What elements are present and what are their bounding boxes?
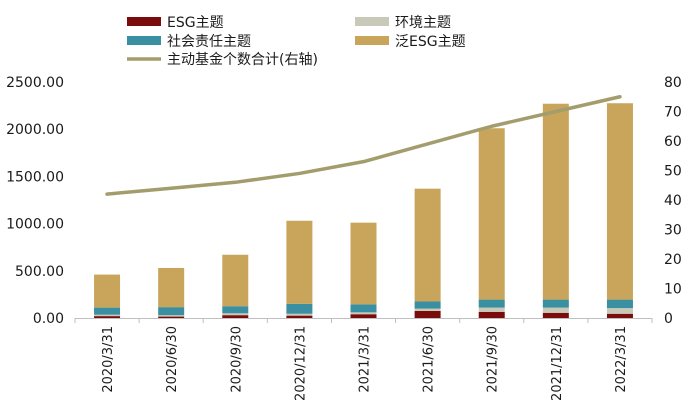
- y-right-tick-label: 30: [664, 223, 682, 239]
- bar-segment: [94, 274, 121, 308]
- bar-segment: [158, 307, 185, 316]
- y-right-tick-label: 20: [664, 252, 682, 268]
- bar-segment: [350, 312, 377, 315]
- legend-swatch: [127, 36, 161, 45]
- line-point: [362, 160, 365, 164]
- bar-segment: [542, 299, 569, 308]
- y-left-tick-label: 500.00: [15, 264, 64, 280]
- line-point: [490, 124, 494, 128]
- legend-swatch: [355, 17, 389, 26]
- line-point: [105, 192, 109, 196]
- y-right-tick-label: 0: [664, 311, 673, 327]
- legend-label: 泛ESG主题: [395, 34, 466, 50]
- bar-segment: [286, 303, 313, 314]
- bar-segment: [414, 310, 441, 318]
- x-tick-label: 2021/6/30: [422, 326, 437, 393]
- x-tick-label: 2020/12/31: [293, 326, 308, 401]
- y-right-tick-label: 10: [664, 282, 682, 298]
- x-tick-label: 2021/12/31: [550, 326, 565, 401]
- legend-label: 社会责任主题: [167, 34, 251, 50]
- legend-swatch: [355, 36, 389, 45]
- line-series: [105, 95, 622, 196]
- bar-segment: [542, 307, 569, 313]
- y-right-tick-label: 50: [664, 164, 682, 180]
- y-right-tick-label: 70: [664, 105, 682, 121]
- bar-segment: [350, 304, 377, 313]
- bar-segment: [478, 307, 505, 312]
- legend-label: ESG主题: [167, 15, 224, 31]
- bar-segment: [606, 308, 633, 314]
- bar-segment: [606, 313, 633, 318]
- axes: 0.00 500.00 1000.00 1500.00 2000.00 2500.00 0 1…: [6, 75, 682, 401]
- bar-segment: [222, 306, 249, 314]
- bar-segment: [350, 314, 377, 318]
- bars: [94, 103, 633, 318]
- bar-segment: [606, 299, 633, 309]
- bar-segment: [414, 188, 441, 302]
- bar-segment: [286, 315, 313, 318]
- bar-segment: [94, 316, 121, 318]
- bar-segment: [478, 128, 505, 300]
- x-tick-label: 2020/6/30: [165, 326, 180, 393]
- x-tick-label: 2021/3/31: [358, 326, 373, 393]
- line-point: [618, 95, 622, 99]
- legend-label: 主动基金个数合计(右轴): [167, 51, 318, 68]
- y-left-tick-label: 2500.00: [6, 75, 64, 91]
- line-point: [426, 142, 430, 146]
- bar-segment: [94, 307, 121, 315]
- y-left-tick-label: 2000.00: [6, 122, 64, 138]
- bar-segment: [222, 313, 249, 316]
- line-point: [554, 110, 558, 113]
- bar-segment: [542, 312, 569, 318]
- bar-segment: [606, 103, 633, 300]
- bar-segment: [158, 315, 185, 317]
- bar-segment: [222, 254, 249, 307]
- bar-segment: [478, 299, 505, 308]
- bar-segment: [542, 103, 569, 300]
- bar-segment: [478, 311, 505, 318]
- y-left-tick-label: 0.00: [33, 311, 64, 327]
- line-point: [169, 186, 173, 190]
- x-tick-label: 2020/3/31: [101, 326, 116, 393]
- x-tick-label: 2020/9/30: [229, 326, 244, 393]
- bar-segment: [350, 222, 377, 305]
- x-tick-label: 2021/9/30: [486, 326, 501, 393]
- x-tick-label: 2022/3/31: [614, 326, 629, 393]
- line-point: [233, 180, 237, 184]
- y-right-tick-label: 60: [664, 134, 682, 150]
- bar-segment: [286, 313, 313, 316]
- legend-swatch: [127, 17, 161, 26]
- y-left-tick-label: 1000.00: [6, 217, 64, 233]
- y-left-tick-label: 1500.00: [6, 169, 64, 185]
- bar-segment: [286, 220, 313, 304]
- bar-segment: [158, 316, 185, 318]
- y-right-tick-label: 40: [664, 193, 682, 209]
- legend-label: 环境主题: [395, 15, 451, 31]
- bar-segment: [158, 267, 185, 308]
- bar-segment: [414, 301, 441, 309]
- line-point: [297, 171, 301, 175]
- y-right-tick-label: 80: [664, 75, 682, 91]
- bar-segment: [94, 314, 121, 317]
- bar-segment: [414, 308, 441, 311]
- bar-segment: [222, 315, 249, 318]
